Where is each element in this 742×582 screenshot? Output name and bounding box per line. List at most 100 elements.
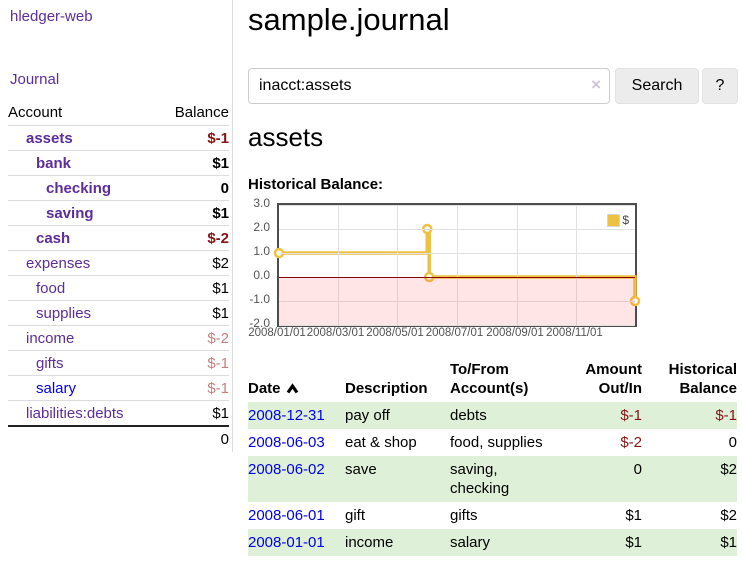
register-row: 2008-06-02 save saving, checking 0 $2 xyxy=(248,456,737,502)
account-link[interactable]: cash xyxy=(36,229,71,247)
account-link[interactable]: saving xyxy=(46,204,94,222)
ytick: 2.0 xyxy=(253,220,270,234)
col-accounts: To/From Account(s) xyxy=(450,361,529,397)
account-row: expenses $2 xyxy=(8,250,229,275)
account-link[interactable]: checking xyxy=(46,179,112,197)
xtick: 2008/01/01 xyxy=(248,327,306,339)
search-button[interactable]: Search xyxy=(615,68,699,104)
txn-date-link[interactable]: 2008-06-02 xyxy=(248,461,325,478)
txn-amount: $-1 xyxy=(620,407,642,424)
account-row: liabilities:debts $1 xyxy=(8,400,229,425)
account-link[interactable]: food xyxy=(36,279,66,297)
txn-description: income xyxy=(345,534,394,551)
ytick: -2.0 xyxy=(249,316,270,330)
txn-date-link[interactable]: 2008-06-03 xyxy=(248,434,325,451)
txn-date-link[interactable]: 2008-06-01 xyxy=(248,507,325,524)
txn-amount: $1 xyxy=(625,534,642,551)
xtick: 2008/03/01 xyxy=(306,327,365,339)
register-row: 2008-01-01 income salary $1 $1 xyxy=(248,529,737,556)
account-link[interactable]: income xyxy=(26,329,75,347)
account-balance: 0 xyxy=(220,179,229,197)
gridv xyxy=(456,205,458,325)
search-input[interactable] xyxy=(248,68,610,104)
account-row: cash $-2 xyxy=(8,225,229,250)
txn-balance: 0 xyxy=(728,434,737,451)
txn-balance: $2 xyxy=(720,507,737,524)
account-link[interactable]: bank xyxy=(36,154,72,172)
accounts-col-account: Account xyxy=(8,104,63,121)
brand-link[interactable]: hledger-web xyxy=(10,8,93,25)
account-row: assets $-1 xyxy=(8,125,229,150)
register-row: 2008-06-03 eat & shop food, supplies $-2 0 xyxy=(248,429,737,456)
gridh xyxy=(279,325,635,326)
account-heading: assets xyxy=(248,122,324,152)
account-balance: $-1 xyxy=(207,379,229,397)
nav-journal-link[interactable]: Journal xyxy=(10,71,60,88)
txn-balance: $-1 xyxy=(715,407,737,424)
account-row: income $-2 xyxy=(8,325,229,350)
account-balance: $1 xyxy=(212,154,229,172)
account-balance: $1 xyxy=(212,204,229,222)
col-description: Description xyxy=(345,380,428,397)
account-balance: $2 xyxy=(212,254,229,272)
ytick: 1.0 xyxy=(253,244,270,258)
txn-date-link[interactable]: 2008-01-01 xyxy=(248,534,325,551)
xtick: 2008/09/01 xyxy=(486,327,544,339)
txn-balance: $1 xyxy=(720,534,737,551)
xtick: 2008/05/01 xyxy=(366,327,424,339)
account-row: bank $1 xyxy=(8,150,229,175)
legend-label: $ xyxy=(622,213,629,227)
account-balance: $-2 xyxy=(207,229,229,247)
gridv xyxy=(576,205,578,325)
sidebar: hledger-web Journal Account Balance asse… xyxy=(0,0,233,452)
accounts-table-header: Account Balance xyxy=(8,100,229,125)
chart-xlabels: 2008/01/01 2008/03/01 2008/05/01 2008/07/01… xyxy=(248,327,633,341)
account-link[interactable]: liabilities:debts xyxy=(26,404,124,422)
account-link[interactable]: assets xyxy=(26,129,73,147)
gridv xyxy=(337,205,339,325)
account-row: food $1 xyxy=(8,275,229,300)
gridv xyxy=(397,205,399,325)
col-balance: Historical Balance xyxy=(668,361,737,397)
account-row: gifts $-1 xyxy=(8,350,229,375)
col-date-label: Date xyxy=(248,380,281,397)
account-link[interactable]: expenses xyxy=(26,254,91,272)
gridv xyxy=(516,205,518,325)
accounts-table: Account Balance assets $-1 bank $1 checking 0… xyxy=(8,100,229,451)
ytick: 3.0 xyxy=(253,196,270,210)
chart-title: Historical Balance: xyxy=(248,176,384,193)
txn-amount: $1 xyxy=(625,507,642,524)
register-row: 2008-12-31 pay off debts $-1 $-1 xyxy=(248,402,737,429)
account-balance: $-1 xyxy=(207,354,229,372)
pinkzone xyxy=(279,277,635,325)
accounts-total-row: 0 xyxy=(8,425,229,451)
help-button[interactable]: ? xyxy=(702,68,738,104)
account-link[interactable]: gifts xyxy=(36,354,64,372)
account-balance: $-2 xyxy=(207,329,229,347)
register-body: 2008-12-31 pay off debts $-1 $-1 2008-06-03 ea… xyxy=(248,402,737,556)
account-link[interactable]: salary xyxy=(36,379,77,397)
chart-ylabels: 3.0 2.0 1.0 0.0 -1.0 -2.0 xyxy=(236,196,270,330)
chart-legend: $ xyxy=(606,213,630,227)
ytick: 0.0 xyxy=(253,268,270,282)
clear-search-icon[interactable]: × xyxy=(591,75,601,94)
txn-accounts: gifts xyxy=(450,507,478,524)
account-row: checking 0 xyxy=(8,175,229,200)
txn-accounts: salary xyxy=(450,534,491,551)
accounts-col-balance: Balance xyxy=(174,104,229,121)
txn-date-link[interactable]: 2008-12-31 xyxy=(248,407,325,424)
txn-amount: $-2 xyxy=(620,434,642,451)
register-header-row: Date Description To/From Account(s) Amou… xyxy=(248,360,737,402)
chart-plot: $ xyxy=(273,203,641,327)
account-row: salary $-1 xyxy=(8,375,229,400)
sort-asc-icon xyxy=(286,383,298,394)
register-table: Date Description To/From Account(s) Amou… xyxy=(248,360,737,556)
txn-description: eat & shop xyxy=(345,434,417,451)
txn-description: pay off xyxy=(345,407,390,424)
col-date-sort[interactable]: Date xyxy=(248,360,345,402)
xtick: 2008/11/01 xyxy=(546,327,603,339)
search-bar: × xyxy=(248,68,610,104)
legend-swatch-icon xyxy=(607,213,621,227)
account-link[interactable]: supplies xyxy=(36,304,92,322)
txn-accounts: debts xyxy=(450,407,487,424)
